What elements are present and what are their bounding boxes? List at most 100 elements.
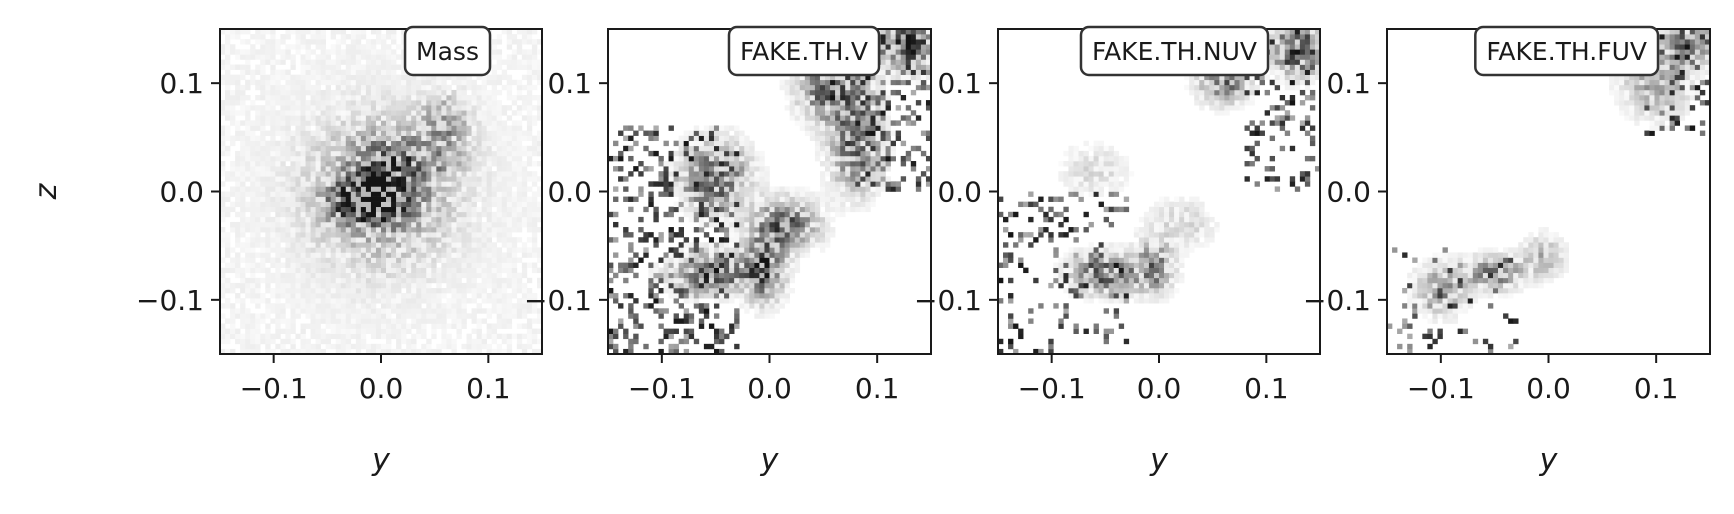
heatmap-cell [275,263,280,268]
heatmap-cell [361,110,366,115]
heatmap-cell [517,303,522,308]
heatmap-cell [316,258,321,263]
heatmap-cell [306,197,311,202]
heatmap-cell [497,222,502,227]
heatmap-cell [265,344,270,349]
heatmap-cell [346,222,351,227]
heatmap-cell [527,339,532,344]
heatmap-cell [351,100,356,105]
heatmap-cell [719,207,724,212]
heatmap-cell [235,263,240,268]
heatmap-cell [230,136,235,141]
heatmap-cell [275,115,280,120]
heatmap-cell [527,227,532,232]
heatmap-cell [507,75,512,80]
heatmap-cell [426,120,431,125]
heatmap-cell [467,171,472,176]
heatmap-cell [689,263,694,268]
heatmap-cell [754,288,759,293]
heatmap-cell [295,146,300,151]
heatmap-cell [331,268,336,273]
heatmap-cell [230,202,235,207]
heatmap-cell [426,131,431,136]
heatmap-cell [684,298,689,303]
heatmap-cell [492,115,497,120]
heatmap-cell [487,75,492,80]
heatmap-cell [416,308,421,313]
heatmap-cell [456,105,461,110]
heatmap-cell [467,268,472,273]
heatmap-cell [684,212,689,217]
heatmap-cell [265,80,270,85]
y-axis-label: z [29,182,64,200]
heatmap-cell [462,186,467,191]
heatmap-cell [840,166,845,171]
heatmap-cell [341,136,346,141]
heatmap-cell [406,252,411,257]
heatmap-cell [446,324,451,329]
heatmap-cell [366,54,371,59]
heatmap-cell [331,222,336,227]
heatmap-cell [795,268,800,273]
heatmap-cell [719,288,724,293]
heatmap-cell [341,176,346,181]
heatmap-cell [845,85,850,90]
heatmap-cell [331,90,336,95]
heatmap-cell [376,222,381,227]
heatmap-cell [230,308,235,313]
heatmap-cell [795,212,800,217]
heatmap-cell [694,141,699,146]
heatmap-cell [446,308,451,313]
heatmap-cell [744,252,749,257]
heatmap-cell [835,186,840,191]
heatmap-cell [517,278,522,283]
heatmap-cell [477,334,482,339]
heatmap-cell [235,268,240,273]
heatmap-cell [225,65,230,70]
heatmap-cell [451,192,456,197]
heatmap-cell [527,34,532,39]
heatmap-cell [462,120,467,125]
heatmap-cell [316,324,321,329]
heatmap-cell [265,324,270,329]
heatmap-cell [502,268,507,273]
heatmap-cell [351,258,356,263]
heatmap-cell [290,293,295,298]
heatmap-cell [456,212,461,217]
heatmap-cell [275,202,280,207]
heatmap-cell [275,288,280,293]
heatmap-cell [341,329,346,334]
heatmap-cell [472,318,477,323]
heatmap-cell [230,49,235,54]
heatmap-cell [326,293,331,298]
heatmap-cell [260,176,265,181]
heatmap-cell [795,247,800,252]
heatmap-cell [684,207,689,212]
heatmap-cell [456,247,461,252]
heatmap-cell [336,202,341,207]
heatmap-cell [648,136,653,141]
heatmap-cell [517,131,522,136]
heatmap-cell [436,146,441,151]
heatmap-cell [684,202,689,207]
heatmap-cell [321,49,326,54]
heatmap-cell [800,110,805,115]
heatmap-cell [532,222,537,227]
heatmap-cell [724,202,729,207]
heatmap-cell [623,186,628,191]
heatmap-cell [230,141,235,146]
heatmap-cell [366,237,371,242]
heatmap-cell [679,171,684,176]
heatmap-cell [764,217,769,222]
heatmap-cell [235,85,240,90]
heatmap-cell [739,232,744,237]
heatmap-cell [744,278,749,283]
heatmap-cell [472,151,477,156]
heatmap-cell [502,207,507,212]
heatmap-cell [512,49,517,54]
heatmap-cell [825,161,830,166]
heatmap-cell [351,207,356,212]
heatmap-cell [502,288,507,293]
heatmap-cell [351,186,356,191]
heatmap-cell [482,278,487,283]
